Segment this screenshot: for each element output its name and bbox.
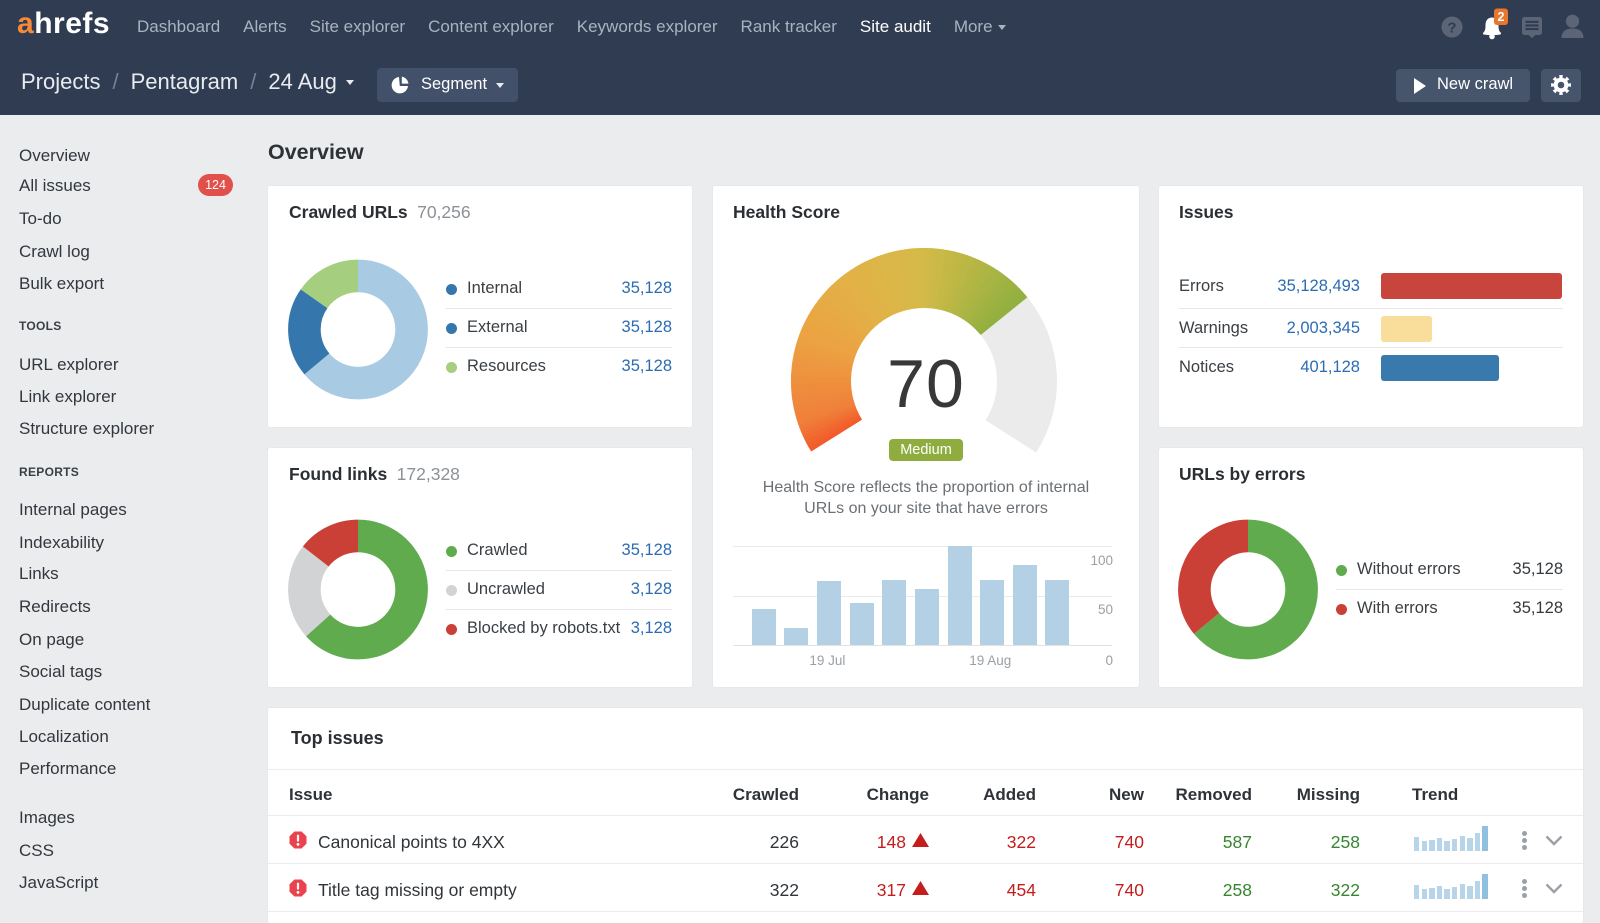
svg-text:2: 2	[1498, 10, 1505, 24]
svg-text:?: ?	[1447, 20, 1456, 37]
